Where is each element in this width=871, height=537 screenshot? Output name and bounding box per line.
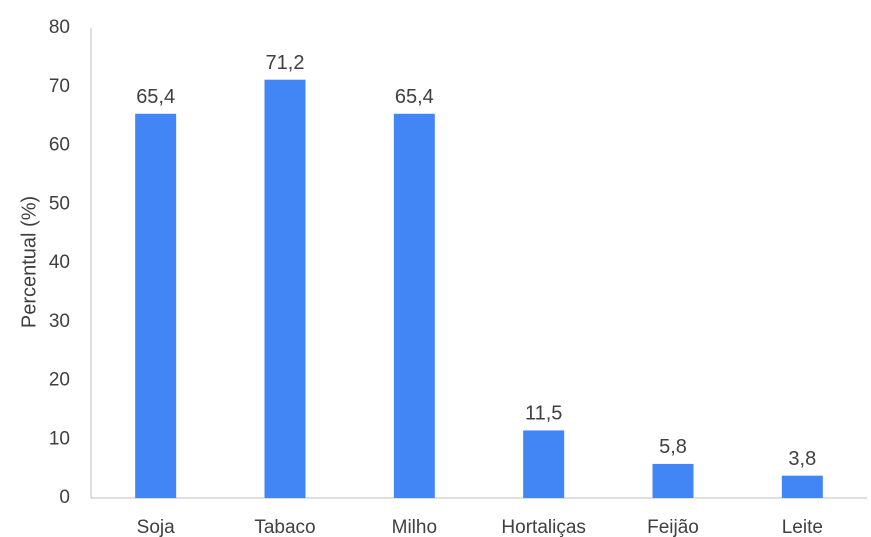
y-axis-title: Percentual (%) <box>18 196 40 328</box>
y-tick-label: 20 <box>49 370 70 391</box>
data-label: 3,8 <box>788 448 816 470</box>
data-labels: 65,4 71,2 65,4 11,5 5,8 3,8 <box>136 52 816 470</box>
y-tick-label: 60 <box>49 135 70 156</box>
y-tick-label: 10 <box>49 428 70 449</box>
bar <box>264 79 306 498</box>
y-tick-label: 40 <box>49 252 70 273</box>
data-label: 71,2 <box>266 52 305 74</box>
x-axis-ticks: Soja Tabaco Milho Hortaliças Feijão Leite <box>137 517 823 537</box>
x-tick-label: Leite <box>782 517 823 537</box>
bar <box>652 463 694 498</box>
data-label: 65,4 <box>136 86 175 108</box>
bar <box>781 475 823 498</box>
x-tick-label: Hortaliças <box>501 517 585 537</box>
x-tick-label: Milho <box>392 517 437 537</box>
bars <box>135 79 823 499</box>
bar <box>393 113 435 499</box>
y-tick-label: 50 <box>49 193 70 214</box>
data-label: 5,8 <box>659 436 687 458</box>
data-label: 11,5 <box>525 403 562 425</box>
data-label: 65,4 <box>395 86 434 108</box>
bar <box>523 430 565 498</box>
y-tick-label: 70 <box>49 76 70 97</box>
x-tick-label: Soja <box>137 517 175 537</box>
y-tick-label: 0 <box>59 487 70 508</box>
y-axis-ticks: 0 10 20 30 40 50 60 70 80 <box>49 17 70 508</box>
x-tick-label: Feijão <box>647 517 699 537</box>
y-tick-label: 80 <box>49 17 70 38</box>
y-tick-label: 30 <box>49 311 70 332</box>
x-tick-label: Tabaco <box>254 517 315 537</box>
bar <box>135 113 177 499</box>
